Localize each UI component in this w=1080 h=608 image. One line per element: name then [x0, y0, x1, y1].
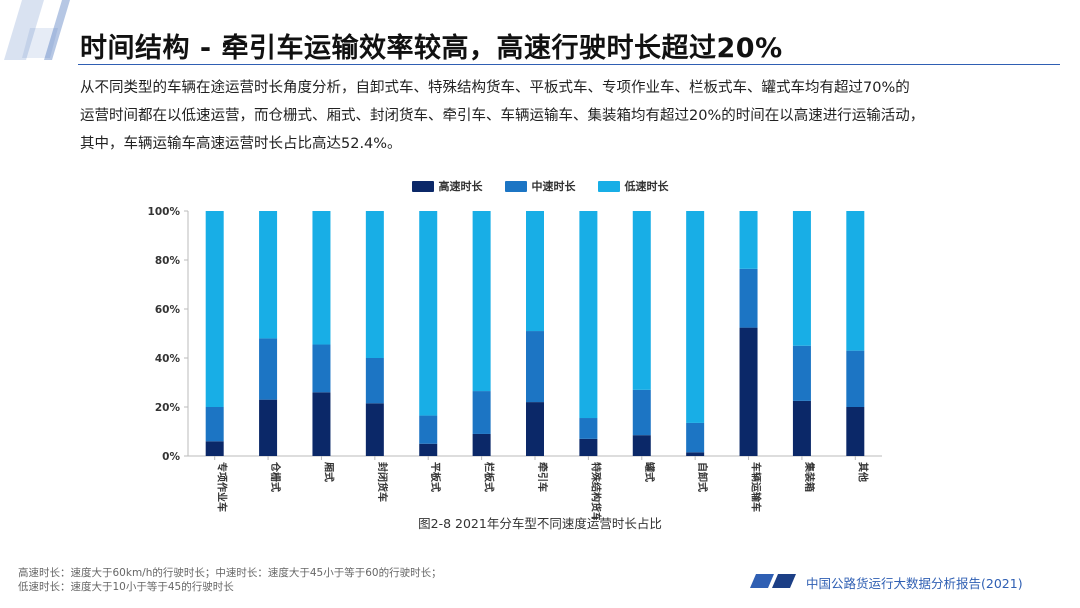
title-divider [78, 64, 1060, 65]
bar-segment [686, 452, 705, 456]
bar-segment [312, 211, 331, 345]
report-source: 中国公路货运行大数据分析报告(2021) [806, 576, 1023, 591]
bar-segment [579, 438, 598, 456]
x-tick-label: 厢式 [322, 462, 335, 482]
x-tick-label: 车辆运输车 [750, 462, 763, 512]
bar-segment [365, 211, 384, 358]
x-tick-label: 仓栅式 [269, 461, 282, 492]
legend-label-high: 高速时长 [438, 180, 483, 193]
bar-segment [792, 211, 811, 346]
chart-caption: 图2-8 2021年分车型不同速度运营时长占比 [418, 516, 662, 531]
bar-segment [632, 435, 651, 456]
bar-segment [846, 407, 865, 456]
footnote-line: 高速时长：速度大于60km/h的行驶时长；中速时长：速度大于45小于等于60的行… [18, 567, 442, 579]
bar-segment [472, 391, 491, 434]
legend-label-low: 低速时长 [624, 180, 669, 193]
body-line: 其中，车辆运输车高速运营时长占比高达52.4%。 [80, 136, 402, 152]
y-tick-label: 60% [155, 304, 181, 316]
bar-segment [579, 211, 598, 419]
bar-segment [846, 211, 865, 351]
bar-segment [686, 422, 705, 453]
bar-segment [259, 338, 278, 400]
legend-item-high: 高速时长 [411, 178, 483, 194]
bar-segment [312, 392, 331, 456]
body-line: 运营时间都在以低速运营，而仓栅式、厢式、封闭货车、牵引车、车辆运输车、集装箱均有… [80, 108, 925, 124]
bar-segment [792, 400, 811, 456]
legend-label-mid: 中速时长 [531, 180, 576, 193]
legend-item-mid: 中速时长 [504, 178, 576, 194]
x-tick-label: 自卸式 [696, 462, 709, 492]
bar-segment [205, 407, 224, 442]
bar-segment [472, 433, 491, 456]
bar-segment [846, 350, 865, 407]
page-title: 时间结构 - 牵引车运输效率较高，高速行驶时长超过20% [80, 33, 783, 64]
bar-segment [205, 441, 224, 456]
y-tick-label: 0% [162, 451, 180, 463]
body-line: 从不同类型的车辆在途运营时长角度分析，自卸式车、特殊结构货车、平板式车、专项作业… [80, 80, 910, 96]
body-paragraph: 从不同类型的车辆在途运营时长角度分析，自卸式车、特殊结构货车、平板式车、专项作业… [80, 74, 1055, 158]
y-tick-label: 40% [155, 353, 181, 365]
x-tick-label: 栏板式 [483, 462, 496, 492]
legend-swatch-mid [504, 180, 527, 192]
bar-segment [739, 211, 758, 269]
legend-item-low: 低速时长 [597, 178, 669, 194]
bar-segment [419, 415, 438, 444]
y-tick-label: 80% [155, 255, 181, 267]
x-tick-label: 牵引车 [536, 462, 549, 492]
bar-segment [739, 268, 758, 328]
bar-segment [526, 331, 544, 403]
footnote: 高速时长：速度大于60km/h的行驶时长；中速时长：速度大于45小于等于60的行… [18, 566, 442, 594]
x-tick-label: 其他 [856, 462, 869, 482]
bar-segment [365, 358, 384, 404]
bar-segment [205, 211, 224, 407]
bar-segment [526, 402, 544, 456]
bar-segment [686, 211, 705, 423]
y-tick-label: 100% [148, 206, 181, 218]
bar-segment [579, 418, 598, 439]
x-tick-label: 特殊结构货车 [589, 462, 602, 520]
bar-segment [632, 211, 651, 390]
x-tick-label: 罐式 [643, 461, 656, 482]
x-tick-label: 专项作业车 [216, 462, 229, 512]
bar-segment [792, 345, 811, 401]
bar-segment [419, 211, 438, 416]
bar-segment [739, 327, 758, 456]
legend-swatch-high [411, 180, 434, 192]
bar-segment [259, 399, 278, 456]
bar-segment [472, 211, 491, 392]
header-decoration [4, 0, 70, 60]
footnote-line: 低速时长：速度大于10小于等于45的行驶时长 [18, 581, 234, 593]
x-tick-label: 封闭货车 [376, 462, 389, 502]
bar-segment [259, 211, 278, 339]
y-tick-label: 20% [155, 402, 181, 414]
footer-logo-mark [750, 574, 796, 588]
legend-swatch-low [597, 180, 620, 192]
bar-segment [365, 403, 384, 456]
x-tick-label: 平板式 [429, 462, 442, 492]
chart-legend: 高速时长 中速时长 低速时长 [0, 178, 1080, 194]
bar-segment [419, 443, 438, 456]
bar-segment [526, 211, 544, 332]
bar-segment [632, 389, 651, 436]
stacked-bar-chart: 0% 20% 40% 60% 80% 100% 专项作业车 仓栅式 厢式 封闭货车 平板式 栏板式 牵引… [148, 206, 882, 520]
x-tick-label: 集装箱 [803, 461, 816, 492]
bar-segment [312, 344, 331, 393]
